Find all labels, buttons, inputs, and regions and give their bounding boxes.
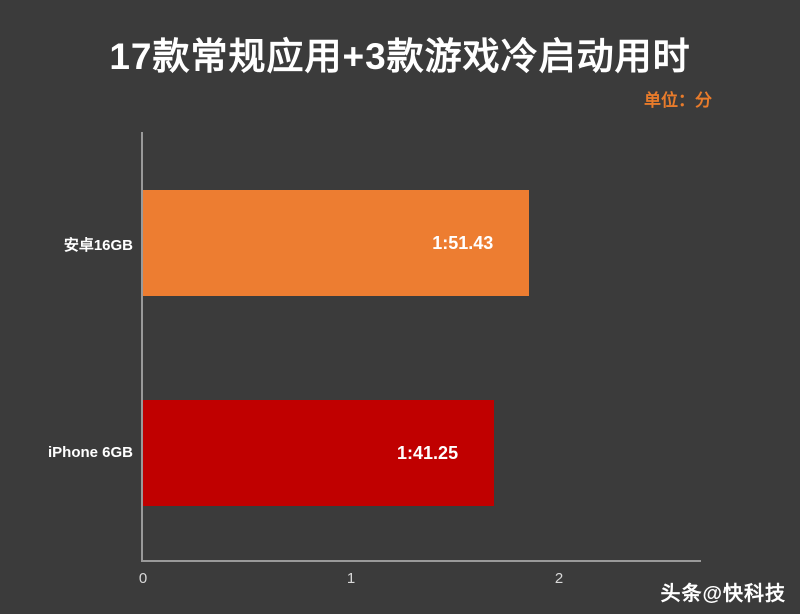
bar-iphone: 1:41.25 — [143, 400, 495, 506]
bar-value-iphone: 1:41.25 — [397, 442, 459, 463]
bar-android: 1:51.43 — [143, 190, 530, 296]
x-axis-line — [141, 560, 701, 562]
x-tick-2: 2 — [554, 570, 564, 587]
x-tick-0: 0 — [138, 570, 148, 587]
category-label-iphone: iPhone 6GB — [47, 444, 133, 461]
bar-value-android: 1:51.43 — [432, 232, 494, 253]
category-label-android: 安卓16GB — [63, 237, 133, 254]
y-axis-line — [141, 132, 143, 562]
plot-area: 1:51.43 1:41.25 0 1 2 — [139, 132, 701, 587]
chart-title: 17款常规应用+3款游戏冷启动用时 — [109, 36, 691, 77]
watermark: 头条@快科技 — [660, 583, 786, 605]
x-tick-1: 1 — [346, 570, 356, 587]
unit-label: 单位：分 — [644, 91, 712, 110]
